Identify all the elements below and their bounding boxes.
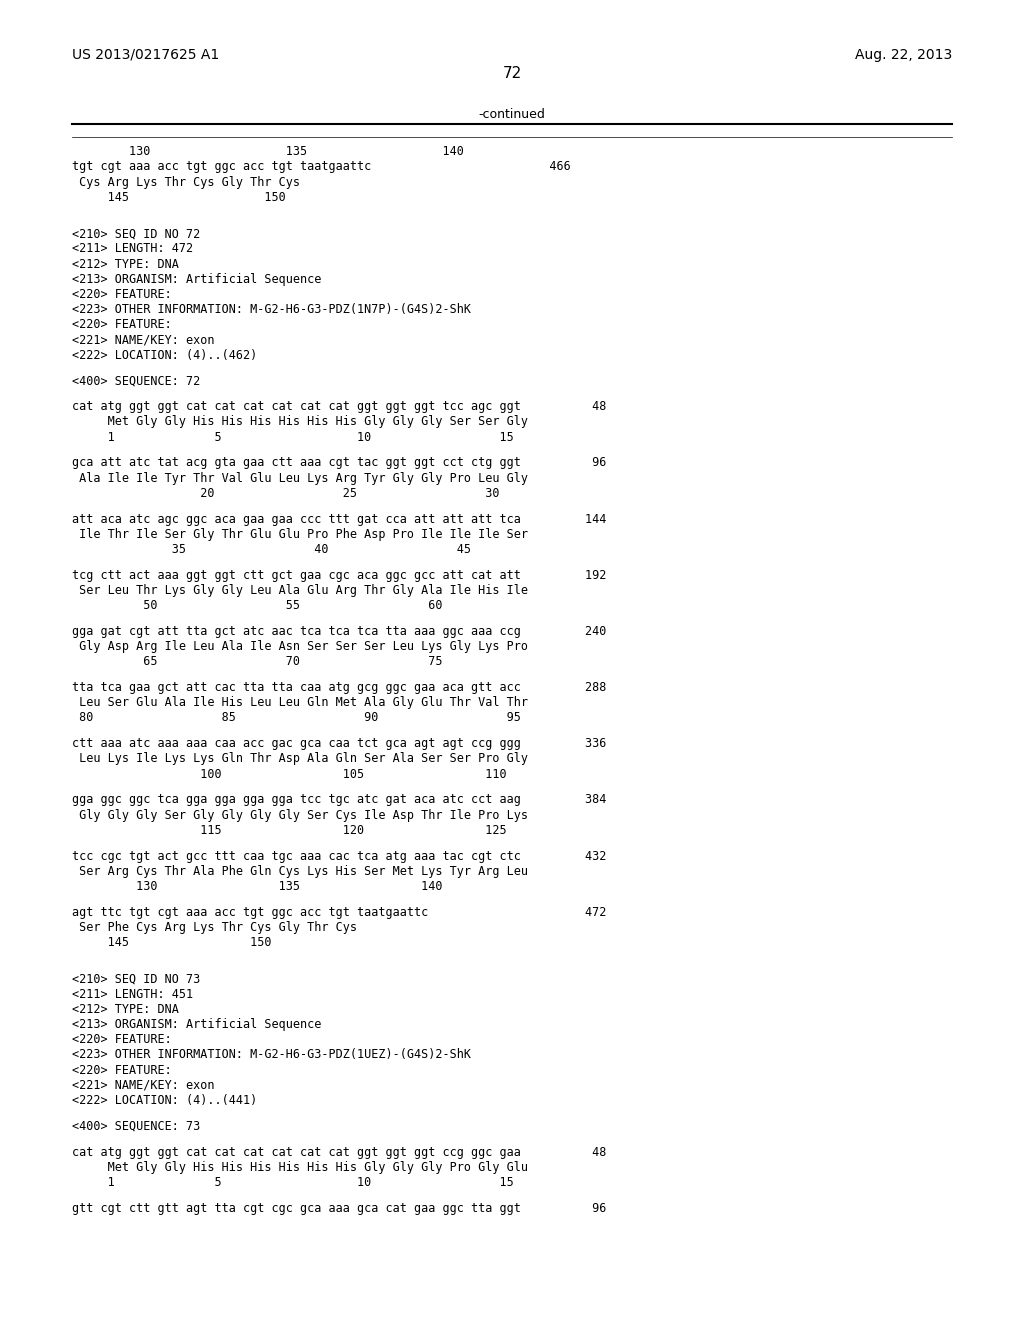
Text: <210> SEQ ID NO 73: <210> SEQ ID NO 73 — [72, 973, 200, 986]
Text: <223> OTHER INFORMATION: M-G2-H6-G3-PDZ(1N7P)-(G4S)2-ShK: <223> OTHER INFORMATION: M-G2-H6-G3-PDZ(… — [72, 304, 471, 315]
Text: ctt aaa atc aaa aaa caa acc gac gca caa tct gca agt agt ccg ggg         336: ctt aaa atc aaa aaa caa acc gac gca caa … — [72, 737, 606, 750]
Text: <220> FEATURE:: <220> FEATURE: — [72, 1034, 171, 1047]
Text: att aca atc agc ggc aca gaa gaa ccc ttt gat cca att att att tca         144: att aca atc agc ggc aca gaa gaa ccc ttt … — [72, 512, 606, 525]
Text: 145                 150: 145 150 — [72, 936, 271, 949]
Text: <211> LENGTH: 451: <211> LENGTH: 451 — [72, 987, 193, 1001]
Text: 1              5                   10                  15: 1 5 10 15 — [72, 430, 513, 444]
Text: <221> NAME/KEY: exon: <221> NAME/KEY: exon — [72, 1078, 214, 1092]
Text: Leu Lys Ile Lys Lys Gln Thr Asp Ala Gln Ser Ala Ser Ser Pro Gly: Leu Lys Ile Lys Lys Gln Thr Asp Ala Gln … — [72, 752, 527, 766]
Text: Gly Gly Gly Ser Gly Gly Gly Gly Ser Cys Ile Asp Thr Ile Pro Lys: Gly Gly Gly Ser Gly Gly Gly Gly Ser Cys … — [72, 809, 527, 821]
Text: Ser Phe Cys Arg Lys Thr Cys Gly Thr Cys: Ser Phe Cys Arg Lys Thr Cys Gly Thr Cys — [72, 921, 356, 933]
Text: tcg ctt act aaa ggt ggt ctt gct gaa cgc aca ggc gcc att cat att         192: tcg ctt act aaa ggt ggt ctt gct gaa cgc … — [72, 569, 606, 582]
Text: <222> LOCATION: (4)..(462): <222> LOCATION: (4)..(462) — [72, 348, 257, 362]
Text: cat atg ggt ggt cat cat cat cat cat cat ggt ggt ggt ccg ggc gaa          48: cat atg ggt ggt cat cat cat cat cat cat … — [72, 1146, 606, 1159]
Text: 130                 135                 140: 130 135 140 — [72, 880, 442, 892]
Text: <210> SEQ ID NO 72: <210> SEQ ID NO 72 — [72, 227, 200, 240]
Text: Ser Leu Thr Lys Gly Gly Leu Ala Glu Arg Thr Gly Ala Ile His Ile: Ser Leu Thr Lys Gly Gly Leu Ala Glu Arg … — [72, 583, 527, 597]
Text: <222> LOCATION: (4)..(441): <222> LOCATION: (4)..(441) — [72, 1094, 257, 1107]
Text: tgt cgt aaa acc tgt ggc acc tgt taatgaattc                         466: tgt cgt aaa acc tgt ggc acc tgt taatgaat… — [72, 160, 570, 173]
Text: 35                  40                  45: 35 40 45 — [72, 543, 471, 556]
Text: gca att atc tat acg gta gaa ctt aaa cgt tac ggt ggt cct ctg ggt          96: gca att atc tat acg gta gaa ctt aaa cgt … — [72, 457, 606, 470]
Text: 1              5                   10                  15: 1 5 10 15 — [72, 1176, 513, 1189]
Text: 115                 120                 125: 115 120 125 — [72, 824, 506, 837]
Text: 100                 105                 110: 100 105 110 — [72, 767, 506, 780]
Text: <212> TYPE: DNA: <212> TYPE: DNA — [72, 1003, 178, 1016]
Text: Gly Asp Arg Ile Leu Ala Ile Asn Ser Ser Ser Leu Lys Gly Lys Pro: Gly Asp Arg Ile Leu Ala Ile Asn Ser Ser … — [72, 640, 527, 653]
Text: <213> ORGANISM: Artificial Sequence: <213> ORGANISM: Artificial Sequence — [72, 1018, 322, 1031]
Text: tta tca gaa gct att cac tta tta caa atg gcg ggc gaa aca gtt acc         288: tta tca gaa gct att cac tta tta caa atg … — [72, 681, 606, 694]
Text: gga gat cgt att tta gct atc aac tca tca tca tta aaa ggc aaa ccg         240: gga gat cgt att tta gct atc aac tca tca … — [72, 624, 606, 638]
Text: -continued: -continued — [478, 108, 546, 121]
Text: Met Gly Gly His His His His His His Gly Gly Gly Pro Gly Glu: Met Gly Gly His His His His His His Gly … — [72, 1160, 527, 1173]
Text: gga ggc ggc tca gga gga gga gga tcc tgc atc gat aca atc cct aag         384: gga ggc ggc tca gga gga gga gga tcc tgc … — [72, 793, 606, 807]
Text: <220> FEATURE:: <220> FEATURE: — [72, 288, 171, 301]
Text: 80                  85                  90                  95: 80 85 90 95 — [72, 711, 520, 725]
Text: Cys Arg Lys Thr Cys Gly Thr Cys: Cys Arg Lys Thr Cys Gly Thr Cys — [72, 176, 300, 189]
Text: Ala Ile Ile Tyr Thr Val Glu Leu Lys Arg Tyr Gly Gly Pro Leu Gly: Ala Ile Ile Tyr Thr Val Glu Leu Lys Arg … — [72, 471, 527, 484]
Text: <400> SEQUENCE: 73: <400> SEQUENCE: 73 — [72, 1119, 200, 1133]
Text: Ile Thr Ile Ser Gly Thr Glu Glu Pro Phe Asp Pro Ile Ile Ile Ser: Ile Thr Ile Ser Gly Thr Glu Glu Pro Phe … — [72, 528, 527, 541]
Text: 50                  55                  60: 50 55 60 — [72, 599, 442, 612]
Text: agt ttc tgt cgt aaa acc tgt ggc acc tgt taatgaattc                      472: agt ttc tgt cgt aaa acc tgt ggc acc tgt … — [72, 906, 606, 919]
Text: 130                   135                   140: 130 135 140 — [72, 145, 464, 158]
Text: <400> SEQUENCE: 72: <400> SEQUENCE: 72 — [72, 375, 200, 387]
Text: <220> FEATURE:: <220> FEATURE: — [72, 1064, 171, 1077]
Text: US 2013/0217625 A1: US 2013/0217625 A1 — [72, 48, 219, 62]
Text: gtt cgt ctt gtt agt tta cgt cgc gca aaa gca cat gaa ggc tta ggt          96: gtt cgt ctt gtt agt tta cgt cgc gca aaa … — [72, 1201, 606, 1214]
Text: 72: 72 — [503, 66, 521, 81]
Text: <220> FEATURE:: <220> FEATURE: — [72, 318, 171, 331]
Text: Met Gly Gly His His His His His His Gly Gly Gly Ser Ser Gly: Met Gly Gly His His His His His His Gly … — [72, 416, 527, 429]
Text: <213> ORGANISM: Artificial Sequence: <213> ORGANISM: Artificial Sequence — [72, 273, 322, 285]
Text: <212> TYPE: DNA: <212> TYPE: DNA — [72, 257, 178, 271]
Text: <221> NAME/KEY: exon: <221> NAME/KEY: exon — [72, 334, 214, 346]
Text: tcc cgc tgt act gcc ttt caa tgc aaa cac tca atg aaa tac cgt ctc         432: tcc cgc tgt act gcc ttt caa tgc aaa cac … — [72, 850, 606, 862]
Text: 20                  25                  30: 20 25 30 — [72, 487, 499, 500]
Text: <223> OTHER INFORMATION: M-G2-H6-G3-PDZ(1UEZ)-(G4S)2-ShK: <223> OTHER INFORMATION: M-G2-H6-G3-PDZ(… — [72, 1048, 471, 1061]
Text: Leu Ser Glu Ala Ile His Leu Leu Gln Met Ala Gly Glu Thr Val Thr: Leu Ser Glu Ala Ile His Leu Leu Gln Met … — [72, 696, 527, 709]
Text: Aug. 22, 2013: Aug. 22, 2013 — [855, 48, 952, 62]
Text: Ser Arg Cys Thr Ala Phe Gln Cys Lys His Ser Met Lys Tyr Arg Leu: Ser Arg Cys Thr Ala Phe Gln Cys Lys His … — [72, 865, 527, 878]
Text: cat atg ggt ggt cat cat cat cat cat cat ggt ggt ggt tcc agc ggt          48: cat atg ggt ggt cat cat cat cat cat cat … — [72, 400, 606, 413]
Text: 145                   150: 145 150 — [72, 190, 286, 203]
Text: <211> LENGTH: 472: <211> LENGTH: 472 — [72, 243, 193, 255]
Text: 65                  70                  75: 65 70 75 — [72, 655, 442, 668]
